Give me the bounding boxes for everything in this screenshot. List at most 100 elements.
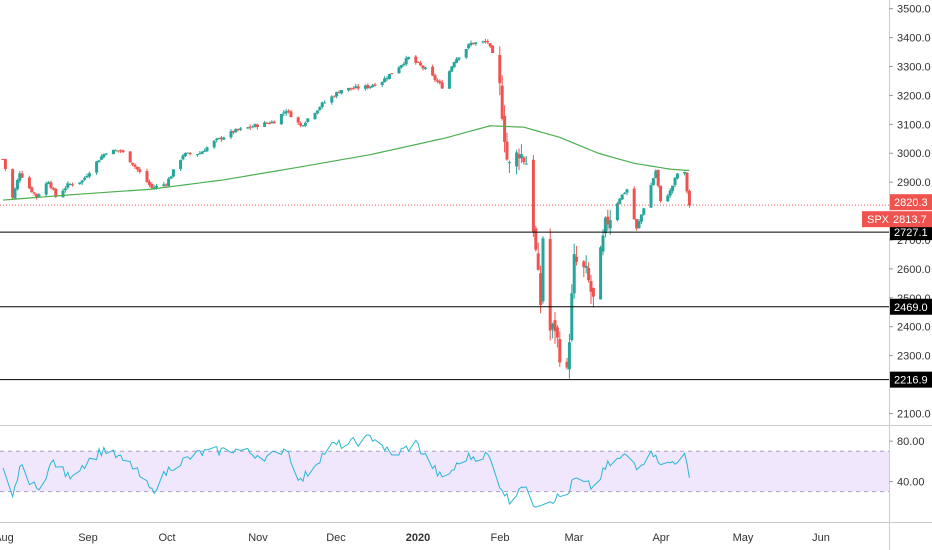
candle: [99, 154, 103, 161]
candle: [121, 149, 125, 153]
candle: [51, 186, 55, 191]
candle: [332, 95, 336, 98]
level-tag-bg: [890, 371, 932, 388]
candle: [138, 167, 142, 174]
candle: [668, 187, 672, 198]
candle: [1, 158, 5, 160]
candle: [433, 73, 437, 83]
candle: [519, 144, 523, 163]
symbol-tag[interactable]: SPX 2813.7: [862, 211, 932, 228]
candle: [649, 182, 653, 208]
candle: [313, 112, 317, 120]
price-tick-label: 3500.0: [897, 4, 931, 16]
candle: [200, 150, 204, 154]
candle: [203, 148, 207, 152]
candle: [195, 153, 199, 157]
rsi-line: [2, 434, 690, 508]
candle: [536, 242, 540, 271]
candle: [385, 76, 389, 82]
candle: [666, 193, 670, 202]
time-tick-label: Mar: [565, 532, 584, 544]
candle: [71, 182, 75, 187]
candle: [421, 65, 425, 71]
candle: [685, 172, 689, 194]
candle: [440, 79, 444, 89]
candle: [18, 170, 22, 184]
candle: [416, 61, 420, 64]
candle: [683, 171, 687, 176]
candle: [615, 201, 619, 222]
candle: [47, 180, 51, 185]
candle: [68, 183, 72, 186]
candle: [251, 125, 255, 128]
candle: [582, 260, 586, 278]
candle: [534, 225, 538, 252]
candle: [162, 182, 166, 188]
price-axis[interactable]: 3500.0 3400.0 3300.0 3200.0 3100.0 3000.0 2900…: [889, 4, 931, 421]
candle: [301, 125, 305, 127]
rsi-tick-label: 80.00: [897, 436, 925, 448]
candle: [147, 179, 151, 188]
candle: [431, 64, 435, 77]
time-tick-label: Jun: [812, 532, 830, 544]
candle: [222, 136, 226, 141]
candle: [387, 73, 391, 80]
candle: [366, 83, 370, 90]
candle: [3, 158, 7, 172]
candle: [522, 155, 526, 165]
candle: [354, 83, 358, 89]
candle: [635, 218, 639, 231]
candle: [601, 229, 605, 256]
price-tick-label: 3000.0: [897, 148, 931, 160]
candle: [217, 137, 221, 140]
candle: [450, 65, 454, 73]
rsi-band: [0, 451, 889, 492]
candle: [279, 113, 283, 125]
candle: [231, 130, 235, 135]
candle: [368, 86, 372, 90]
candle: [608, 210, 612, 235]
time-axis[interactable]: Aug Sep Oct Nov Dec 2020 Feb Mar Apr May Jun: [0, 532, 830, 544]
candle: [253, 123, 257, 128]
candle: [337, 90, 341, 94]
candle: [548, 228, 552, 341]
candle: [503, 105, 507, 153]
candle: [97, 160, 101, 163]
candle: [13, 187, 17, 200]
candle: [169, 175, 173, 179]
candle: [603, 216, 607, 238]
candle: [80, 180, 84, 186]
time-tick-label: Dec: [326, 532, 346, 544]
candle: [186, 152, 190, 154]
candle: [618, 197, 622, 205]
rsi-axis[interactable]: 80.00 40.00: [889, 436, 925, 489]
candle: [541, 236, 545, 304]
candle: [27, 175, 31, 189]
candle: [49, 180, 53, 190]
candle: [567, 333, 571, 379]
candle: [471, 42, 475, 45]
candle: [419, 60, 423, 67]
candle: [570, 284, 574, 342]
rsi-tick-label: 40.00: [897, 477, 925, 489]
price-tick-label: 3200.0: [897, 90, 931, 102]
candle: [248, 124, 252, 130]
candle: [457, 57, 461, 62]
candle: [625, 188, 629, 196]
candle: [246, 127, 250, 129]
candle: [642, 207, 646, 216]
candle: [407, 56, 411, 60]
symbol-label: SPX: [867, 214, 890, 226]
candle: [229, 129, 233, 140]
candle: [404, 55, 408, 67]
moving-average-line: [2, 125, 690, 201]
last-price-value: 2820.3: [894, 197, 928, 209]
candle: [272, 120, 276, 124]
candle: [517, 148, 521, 171]
candle: [111, 149, 115, 155]
candle: [500, 75, 504, 121]
candle: [438, 79, 442, 85]
candle: [565, 358, 569, 370]
candle: [236, 128, 240, 132]
